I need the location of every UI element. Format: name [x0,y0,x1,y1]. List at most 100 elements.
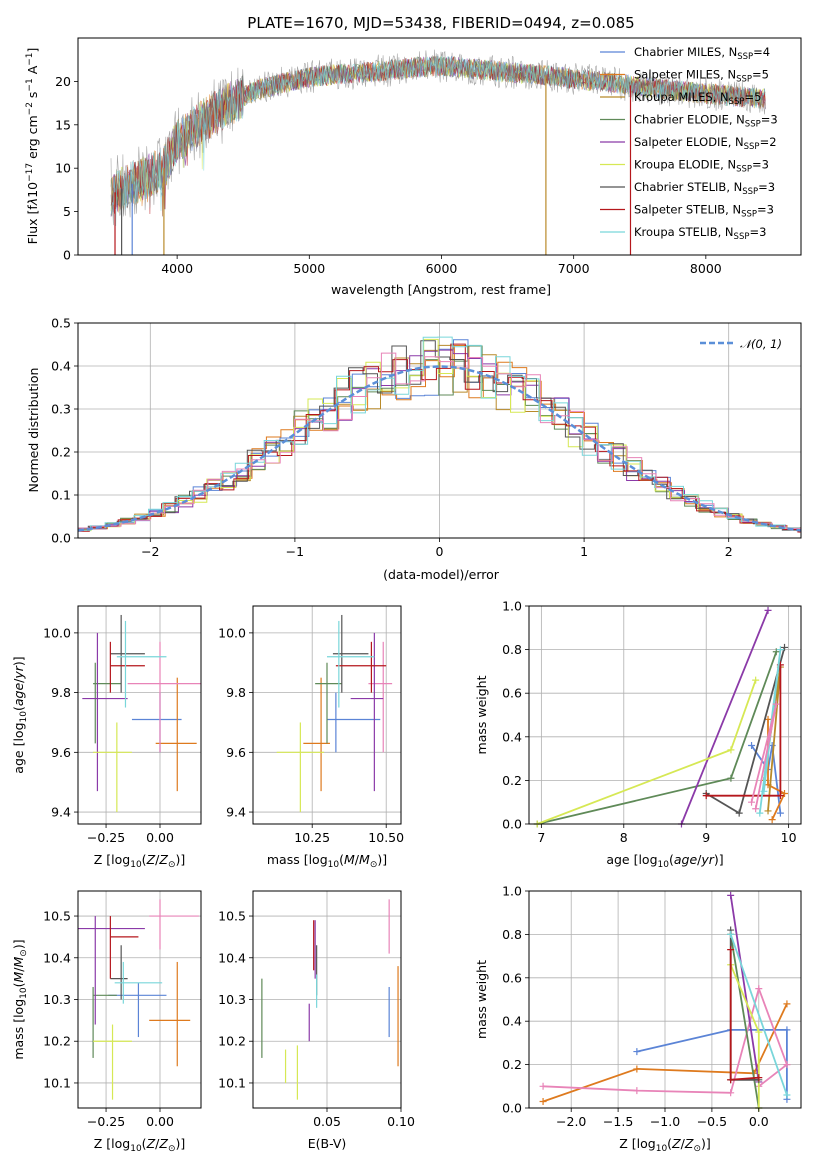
x-tick-label: −0.25 [87,830,125,845]
y-tick-label: 10.4 [43,950,71,965]
x-tick-label: 7 [537,830,545,845]
y-tick-label: 0.3 [51,402,71,417]
x-tick-label: −2.0 [556,1114,586,1129]
mass-weight-line [543,985,788,1094]
mass-weight-marker [764,606,772,614]
y-tick-label: 10.2 [218,1034,246,1049]
y-tick-label: 15 [55,117,71,132]
x-axis-label: E(B-V) [308,1136,347,1151]
x-tick-label: 6000 [426,261,458,276]
spectrum-line [110,55,766,227]
histogram-step [78,336,801,531]
mass-weight-marker [702,792,710,800]
data-layer [82,614,201,813]
y-tick-label: 0.4 [51,359,71,374]
y-tick-label: 10.5 [218,909,246,924]
x-axis-label: Z [log10(Z/Z⊙)] [94,1136,186,1154]
y-tick-label: 10.1 [218,1075,246,1090]
y-tick-label: 20 [55,74,71,89]
mass-weight-marker [727,946,735,954]
mass-weight-marker [760,787,768,795]
legend-entry: Kroupa STELIB, NSSP=3 [634,225,766,242]
age-vs-mass-panel: 10.25 10.50 9.4 9.6 9.8 10.0 mass [log10(M/M⊙)… [218,605,404,870]
histogram-legend-label: 𝒩(0, 1) [740,337,782,351]
x-tick-label: 8000 [690,261,722,276]
y-tick-label: 9.8 [226,685,246,700]
data-layer [539,891,791,1112]
x-tick-label: 9 [702,830,710,845]
mass-weight-marker [755,985,763,993]
y-tick-label: 10.5 [43,909,71,924]
y-tick-label: 0.4 [502,729,522,744]
y-tick-label: 0.8 [502,642,522,657]
y-tick-label: 1.0 [502,599,522,614]
legend-entry: Salpeter STELIB, NSSP=3 [634,203,774,220]
y-axis-label: mass [log10(M/M⊙)] [11,939,29,1059]
y-tick-label: 0.4 [502,1014,522,1029]
spectrum-panel: 4000 5000 6000 7000 8000 0 5 10 15 20 Chabrier MI… [25,37,802,297]
x-tick-label: 10 [781,830,797,845]
mass-weight-marker [772,700,780,708]
mass-weight-marker [633,1048,641,1056]
y-tick-label: 0.0 [51,531,71,546]
y-tick-label: 0.0 [502,817,522,832]
y-axis-label: age [log10(age/yr)] [11,656,29,773]
massweight-vs-age-panel: 7 8 9 10 0.0 0.2 0.4 0.6 0.8 1.0 age [log10(age/yr… [474,599,802,870]
residual-histogram-panel: −2 −1 0 1 2 0.0 0.1 0.2 0.3 0.4 0.5 𝒩(0, 1) (data-… [26,316,802,582]
x-tick-label: 4000 [161,261,193,276]
mass-weight-marker [539,1097,547,1105]
x-tick-label: 2 [725,544,733,559]
y-tick-label: 0.0 [502,1101,522,1116]
mass-weight-line [542,1003,788,1103]
y-tick-label: 10.2 [43,1034,71,1049]
axes-frame [528,605,802,825]
histogram-legend: 𝒩(0, 1) [700,337,782,351]
histogram-xlabel: (data-model)/error [383,567,500,582]
mass-weight-marker [783,1026,791,1034]
mass-weight-marker [781,789,789,797]
y-tick-label: 0.6 [502,970,522,985]
y-tick-label: 0.5 [51,316,71,331]
mass-weight-marker [755,1074,763,1082]
x-tick-label: −1.0 [650,1114,680,1129]
x-axis-label: age [log10(age/yr)] [606,852,723,870]
x-tick-label: 0.0 [749,1114,769,1129]
y-tick-label: 10.4 [218,950,246,965]
mass-weight-marker [748,798,756,806]
legend-entry: Salpeter MILES, NSSP=5 [634,68,769,85]
x-tick-label: −0.25 [87,1114,125,1129]
legend-entry: Chabrier STELIB, NSSP=3 [634,180,775,197]
x-tick-label: 7000 [558,261,590,276]
y-tick-label: 1.0 [502,884,522,899]
mass-weight-marker [776,646,784,654]
x-axis-label: Z [log10(Z/Z⊙)] [619,1136,711,1154]
y-tick-label: 10.1 [43,1075,71,1090]
mass-weight-marker [735,809,743,817]
y-tick-label: 0.2 [51,445,71,460]
plot-area [529,606,801,824]
x-tick-label: 0.05 [313,1114,341,1129]
y-tick-label: 9.8 [51,685,71,700]
mass-weight-marker [772,648,780,656]
y-tick-label: 5 [63,204,71,219]
y-tick-label: 0 [63,248,71,263]
x-tick-label: 0.10 [387,1114,415,1129]
mass-weight-line [729,895,760,1083]
x-tick-label: 0.00 [146,830,174,845]
y-tick-label: 10.0 [218,625,246,640]
figure-title: PLATE=1670, MJD=53438, FIBERID=0494, z=0… [247,14,634,32]
plot-area [78,606,201,824]
mass-weight-marker [748,742,756,750]
x-tick-label: 0.00 [146,1114,174,1129]
mass-weight-line [750,744,782,814]
y-tick-label: 9.4 [226,805,246,820]
y-tick-label: 0.2 [502,1057,522,1072]
mass-weight-marker [783,1061,791,1069]
age-vs-z-panel: −0.25 0.00 9.4 9.6 9.8 10.0 Z [log10(Z/Z⊙)] age… [11,605,202,870]
y-tick-label: 0.6 [502,686,522,701]
histogram-ylabel: Normed distribution [26,368,41,493]
x-tick-label: −2 [141,544,159,559]
x-tick-label: 1 [580,544,588,559]
legend-entry: Salpeter ELODIE, NSSP=2 [634,135,777,152]
legend-entry: Kroupa ELODIE, NSSP=3 [634,158,769,175]
